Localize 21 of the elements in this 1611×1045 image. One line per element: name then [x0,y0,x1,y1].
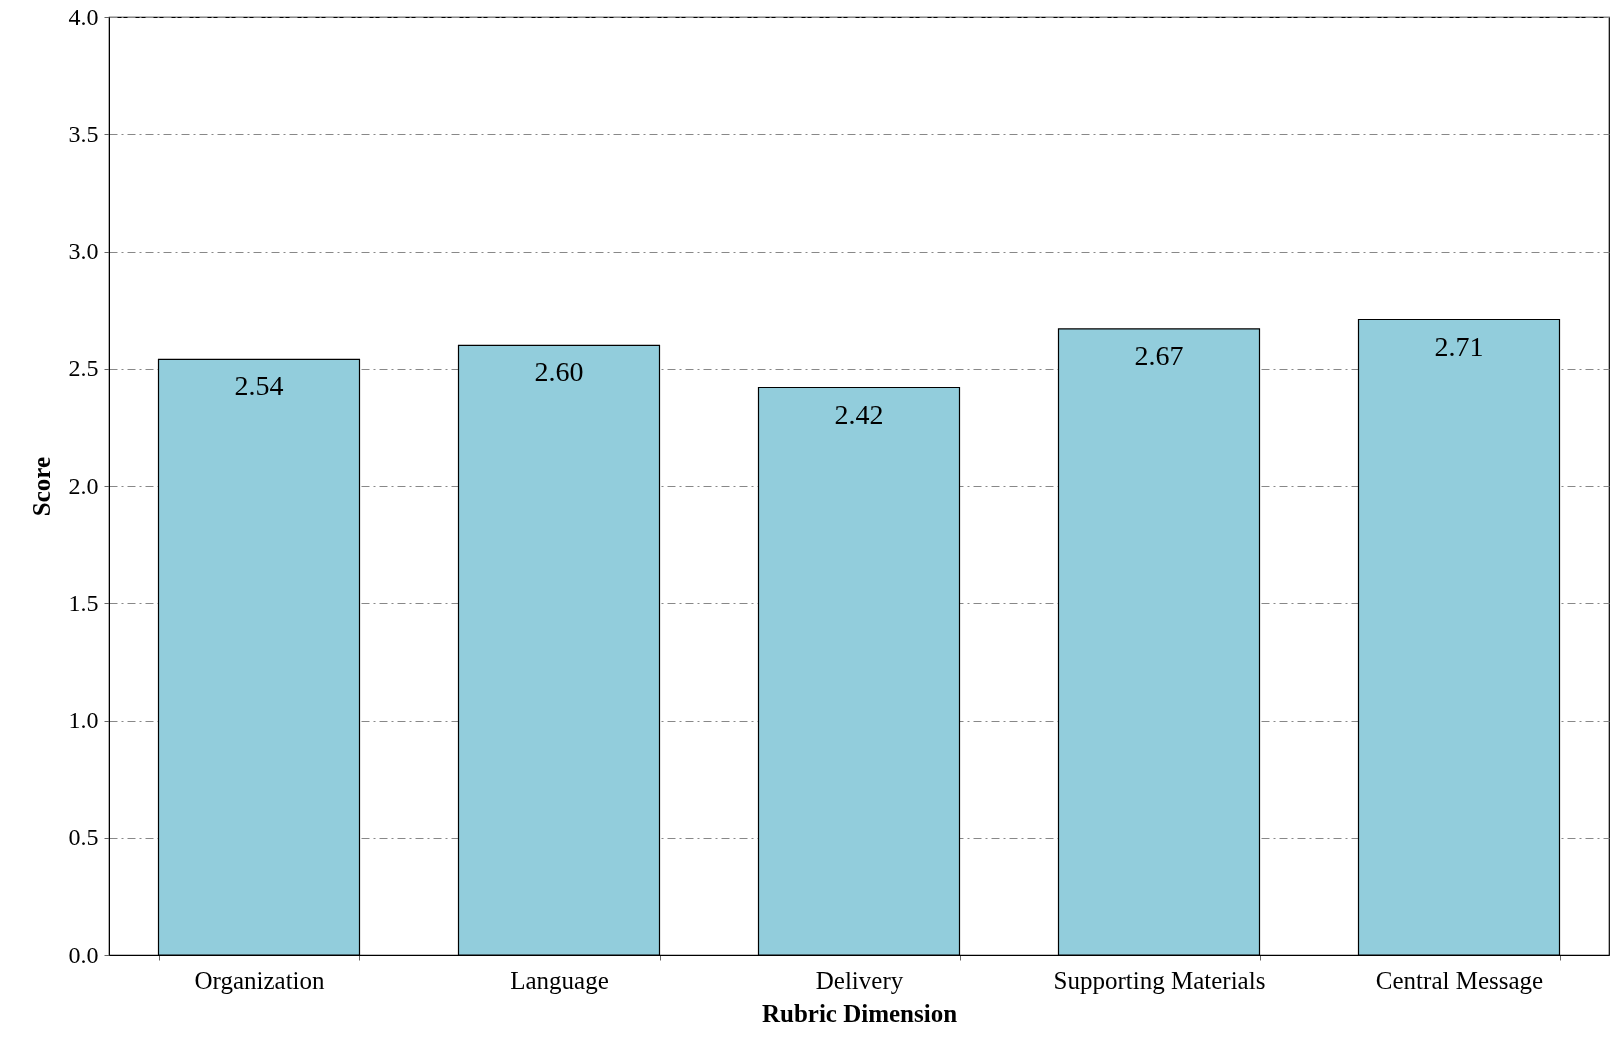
y-tick-label: 4.0 [68,3,99,30]
x-tick-label: Organization [194,966,326,994]
data-label: 2.71 [1434,330,1484,362]
y-tick-label: 3.5 [68,120,99,147]
y-tick-label: 0.0 [68,941,99,968]
x-axis-title: Rubric Dimension [761,999,958,1027]
data-label: 2.42 [834,398,884,430]
y-tick-label: 3.0 [68,238,99,264]
x-tick-label: Supporting Materials [1053,966,1266,994]
y-tick-label: 1.5 [68,589,99,616]
y-tick-label: 2.0 [68,472,99,499]
y-axis-title: Score [27,456,55,517]
y-tick-label: 2.5 [68,355,99,382]
data-label: 2.60 [534,356,584,388]
data-label: 2.54 [234,370,284,402]
x-tick-label: Central Message [1375,966,1544,994]
x-tick-label: Delivery [815,966,904,994]
data-label: 2.67 [1134,339,1184,371]
y-tick-label: 1.0 [68,707,99,733]
x-tick-label: Language [510,966,609,994]
y-tick-label: 0.5 [68,824,99,851]
